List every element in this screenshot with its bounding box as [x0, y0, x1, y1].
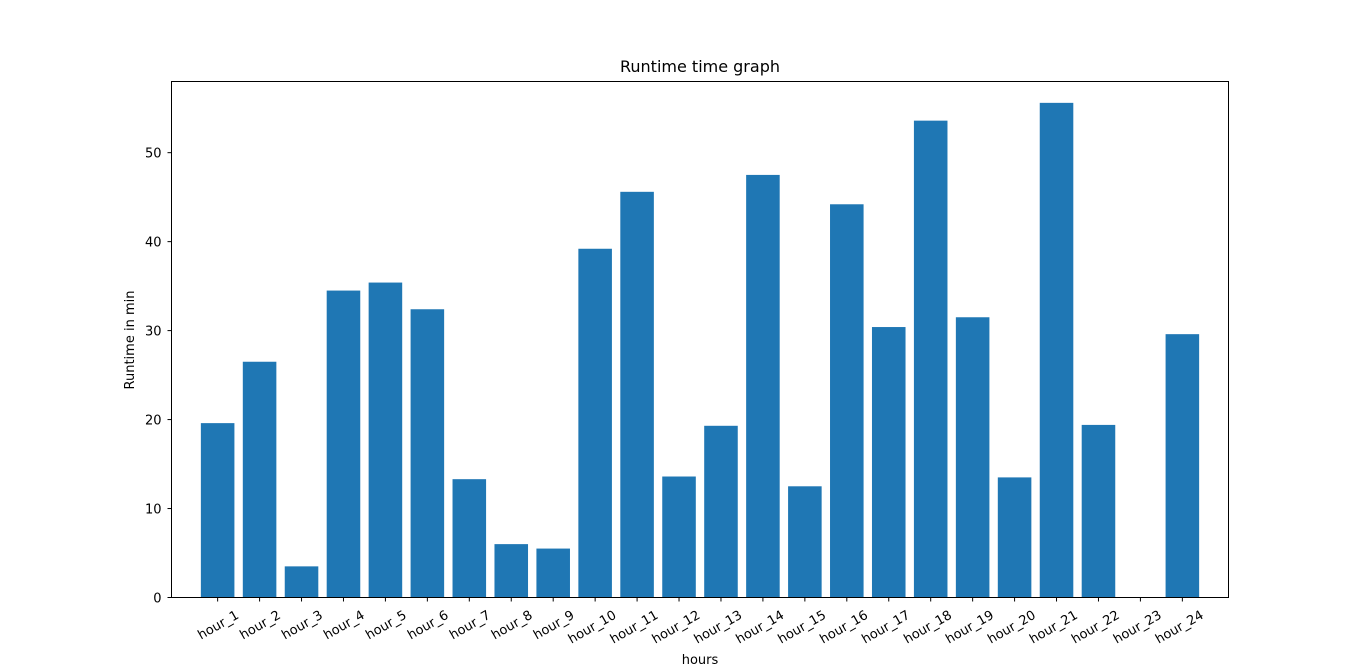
x-axis-label: hours [682, 653, 719, 668]
x-tick-label-hour_4: hour_4 [321, 608, 367, 643]
bar-hour_17 [871, 327, 906, 598]
plot-frame [171, 81, 1229, 598]
bar-hour_16 [830, 204, 864, 598]
y-tick-label: 50 [145, 147, 162, 162]
y-axis-label: Runtime in min [123, 291, 138, 390]
x-tick-label-hour_7: hour_7 [447, 608, 493, 643]
x-tick-label-hour_6: hour_6 [405, 608, 451, 643]
bars-group [200, 102, 1200, 598]
bar-hour_2 [242, 361, 277, 598]
x-tick-label-hour_1: hour_1 [196, 608, 242, 643]
y-tick-label: 40 [145, 236, 162, 251]
bar-hour_22 [1081, 424, 1116, 598]
bar-hour_18 [913, 120, 948, 598]
x-axis-ticks: hour_1hour_2hour_3hour_4hour_5hour_6hour… [196, 597, 1206, 647]
bar-hour_4 [326, 290, 361, 598]
y-tick-label: 30 [145, 325, 162, 340]
x-tick-label-hour_24: hour_24 [1153, 608, 1206, 647]
y-tick-label: 20 [145, 414, 162, 429]
bar-hour_8 [494, 544, 529, 598]
x-tick-label-hour_2: hour_2 [237, 608, 283, 643]
bar-hour_12 [662, 476, 696, 598]
y-tick-label: 10 [145, 503, 162, 518]
bar-hour_6 [410, 309, 445, 598]
bar-hour_21 [1039, 102, 1074, 598]
bar-hour_3 [284, 566, 319, 598]
x-tick-label-hour_3: hour_3 [279, 608, 325, 643]
bar-hour_11 [620, 191, 654, 598]
y-tick-label: 0 [153, 592, 161, 607]
bar-hour_7 [452, 479, 487, 598]
bar-hour_14 [746, 174, 780, 598]
bar-hour_5 [368, 282, 403, 598]
bar-hour_9 [536, 548, 570, 598]
y-axis-ticks: 0 10 20 30 40 50 [145, 147, 172, 607]
bar-hour_13 [704, 425, 738, 598]
bar-hour_20 [997, 477, 1032, 598]
chart-title: Runtime time graph [620, 57, 780, 76]
bar-hour_24 [1165, 334, 1200, 598]
x-tick-label-hour_8: hour_8 [489, 608, 535, 643]
bar-hour_19 [955, 317, 990, 598]
bar-hour_1 [200, 423, 235, 598]
bar-hour_10 [578, 248, 612, 598]
bar-hour_15 [788, 486, 822, 598]
x-tick-label-hour_5: hour_5 [363, 608, 409, 643]
